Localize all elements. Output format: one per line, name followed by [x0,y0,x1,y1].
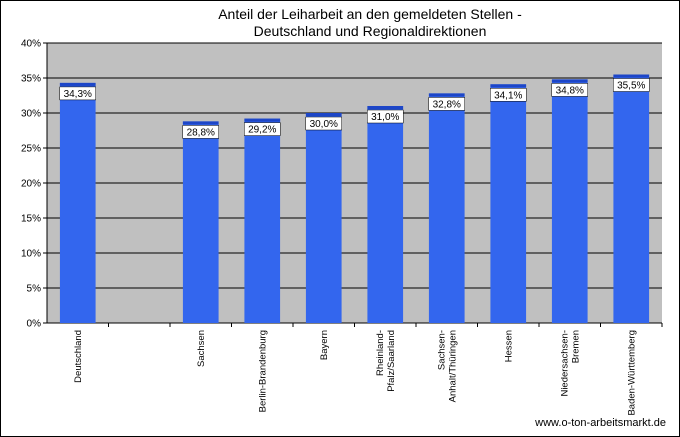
y-tick-label: 20% [21,179,41,190]
bar [367,106,404,323]
y-tick-label: 5% [27,284,42,295]
data-label: 29,2% [248,125,276,136]
y-tick-label: 25% [21,144,41,155]
data-label-box [305,116,342,131]
data-label: 28,8% [187,127,215,138]
x-category-label: Berlin-Brandenburg [257,330,268,412]
data-label-box [490,88,527,102]
x-category-label: Niedersachsen- [559,330,570,397]
data-label: 32,8% [433,99,461,110]
bar-cap [367,106,404,109]
source-credit: www.o-ton-arbeitsmarkt.de [535,417,666,429]
y-tick-label: 10% [21,249,41,260]
bar-cap [182,121,219,125]
data-label: 34,8% [556,85,584,96]
bar [59,82,96,324]
bar-cap [551,79,588,83]
bar-cap [490,84,527,88]
data-label-box [367,109,404,124]
bar-cap [613,74,650,78]
data-label: 30,0% [310,119,338,130]
x-category-label: Deutschland [73,330,84,383]
data-label: 31,0% [371,112,399,123]
bar-cap [305,113,342,116]
data-label-box [428,97,465,111]
y-tick-label: 40% [21,39,41,50]
x-category-label: Rheinland- [375,330,386,376]
bar [428,93,465,324]
bar [490,84,527,323]
bar-cap [59,82,96,86]
bar-cap [244,118,281,122]
chart-title-line-2: Deutschland und Regionaldirektionen [253,23,487,39]
chart-title-line-1: Anteil der Leiharbeit an den gemeldeten … [218,6,522,22]
x-category-label: Baden-Württemberg [626,330,637,416]
y-tick-label: 30% [21,109,41,120]
data-label-box [59,86,96,101]
bar [182,121,219,324]
x-category-label: Pfalz/Saarland [386,330,397,392]
x-category-label: Sachsen- [436,330,447,370]
data-label: 34,1% [494,90,522,101]
bar-cap [428,93,465,97]
data-label-box [244,122,281,136]
x-category-label: Anhalt/Thüringen [447,330,458,402]
data-label: 35,5% [617,81,645,92]
y-tick-label: 0% [27,319,42,330]
x-category-label: Hessen [503,330,514,362]
x-category-label: Bayern [319,330,330,360]
x-category-label: Sachsen [196,330,207,367]
y-tick-label: 35% [21,74,41,85]
x-category-label: Bremen [570,330,581,363]
data-label-box [613,78,650,92]
data-label-box [551,83,588,97]
bar [244,118,281,323]
data-label-box [182,125,219,139]
y-tick-label: 15% [21,214,41,225]
bar [551,79,588,324]
bar [305,113,342,323]
data-label: 34,3% [64,89,92,100]
bar [613,74,650,323]
